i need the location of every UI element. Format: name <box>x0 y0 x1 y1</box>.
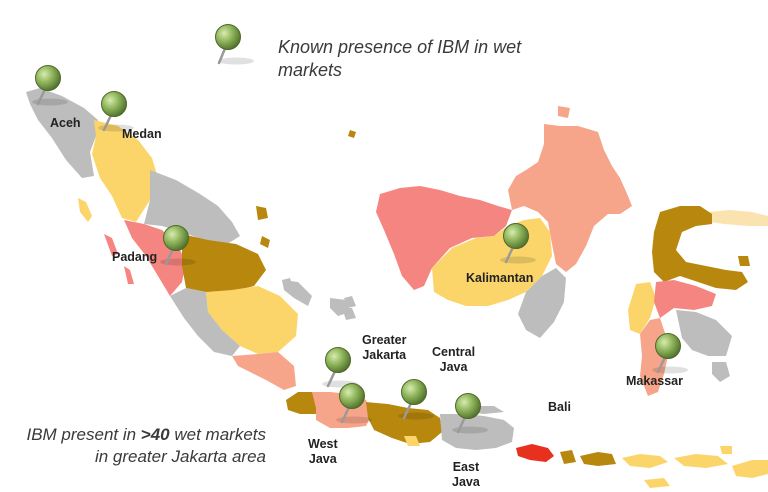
region-south-kalimantan <box>518 268 566 338</box>
label-west-java-line1: West <box>308 437 338 451</box>
region-banten <box>286 392 318 414</box>
pin-legend[interactable] <box>215 24 255 65</box>
pin-east-java[interactable] <box>452 393 488 434</box>
region-west-kalimantan <box>376 186 512 290</box>
island-riau-1 <box>256 206 268 220</box>
nusa-tenggara <box>560 446 768 488</box>
sulawesi <box>628 206 768 396</box>
label-makassar: Makassar <box>626 374 683 388</box>
pin-kalimantan[interactable] <box>500 223 536 264</box>
label-west-java-line2: Java <box>308 452 337 466</box>
island-small-3 <box>342 308 356 320</box>
pin-greater-jakarta[interactable] <box>322 347 358 388</box>
pin-west-java[interactable] <box>336 383 372 424</box>
label-central-java: Central Java <box>432 345 475 375</box>
island-riau-2 <box>260 236 270 248</box>
region-central-sulawesi-south <box>654 280 716 318</box>
label-east-java-line1: East <box>452 460 480 474</box>
region-jambi <box>182 234 266 292</box>
region-bengkulu <box>170 288 240 356</box>
region-aceh <box>26 88 98 178</box>
sumatra <box>26 88 356 390</box>
island-flores-2 <box>674 454 728 468</box>
pin-makassar[interactable] <box>652 333 688 374</box>
region-east-java <box>440 414 514 450</box>
label-greater-jakarta: Greater Jakarta <box>362 333 406 363</box>
label-greater-jakarta-line2: Jakarta <box>362 348 407 362</box>
region-central-sulawesi-north <box>652 206 748 290</box>
label-padang: Padang <box>112 250 158 264</box>
label-east-java-line2: Java <box>452 475 480 489</box>
java <box>286 392 514 450</box>
island-mentawai <box>104 234 118 256</box>
island-east-small <box>738 256 750 266</box>
region-north-sulawesi <box>708 210 768 226</box>
island-small-2 <box>344 296 356 308</box>
label-west-java: West Java <box>308 437 338 467</box>
region-west-sulawesi <box>628 282 656 334</box>
region-lampung <box>232 352 296 390</box>
island-mentawai-2 <box>124 266 134 284</box>
pin-central-java[interactable] <box>398 379 434 420</box>
island-lombok <box>560 450 576 464</box>
label-central-java-line1: Central <box>432 345 476 359</box>
island-small-nt <box>720 446 732 454</box>
region-south-sumatra <box>206 286 298 354</box>
island-small-1 <box>282 278 294 292</box>
region-north-sumatra <box>92 120 158 222</box>
region-bali <box>516 444 554 462</box>
note-prefix: IBM present in <box>26 425 141 444</box>
island-timor <box>732 460 768 478</box>
island-flores-1 <box>622 454 668 468</box>
label-east-java: East Java <box>452 460 480 490</box>
note-suffix: wet markets in greater Jakarta area <box>94 425 266 466</box>
jakarta-note: IBM present in >40 wet markets in greate… <box>20 424 266 468</box>
region-southeast-sulawesi <box>676 310 732 356</box>
region-north-east-kalimantan <box>508 124 632 272</box>
legend-text: Known presence of IBM in wet markets <box>278 37 522 80</box>
island-north-kal <box>558 106 570 118</box>
island-buton <box>712 362 730 382</box>
island-nias <box>78 198 92 222</box>
island-sumbawa <box>580 452 616 466</box>
island-sumba <box>644 478 670 488</box>
region-yogyakarta <box>404 436 420 446</box>
label-greater-jakarta-line1: Greater <box>362 333 407 347</box>
label-central-java-line2: Java <box>439 360 468 374</box>
pin-medan[interactable] <box>98 91 134 132</box>
pin-padang[interactable] <box>160 225 196 266</box>
label-bali: Bali <box>548 400 571 414</box>
region-central-java <box>366 402 442 444</box>
kalimantan <box>376 106 632 338</box>
note-highlight: >40 <box>140 425 170 444</box>
label-kalimantan: Kalimantan <box>466 271 534 285</box>
label-medan: Medan <box>122 127 162 141</box>
region-riau <box>144 170 240 246</box>
island-riau-3 <box>348 130 356 138</box>
pin-aceh[interactable] <box>32 65 68 106</box>
label-aceh: Aceh <box>50 116 81 130</box>
